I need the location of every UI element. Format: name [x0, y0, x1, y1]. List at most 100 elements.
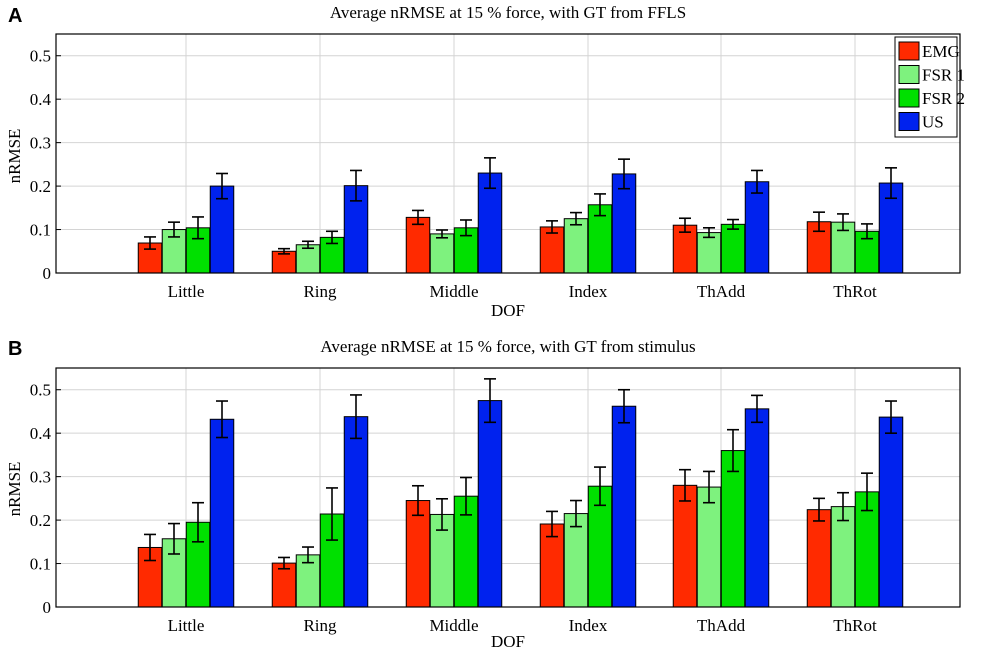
panel-b-errorbar-emg-ring — [278, 556, 290, 570]
panel-a-errorbar-fsr1-ring — [302, 240, 314, 250]
panel-a-ytick-label: 0.1 — [30, 221, 51, 240]
panel-a-legend-label: EMG — [922, 42, 960, 61]
panel-b-xtick-label: Little — [168, 616, 205, 635]
panel-a-ytick-label: 0.4 — [30, 90, 52, 109]
panel-a-xtick-label: ThAdd — [697, 282, 746, 301]
panel-b-bar-us-little — [209, 418, 235, 608]
panel-a-bar-fsr2-thadd — [720, 223, 746, 274]
panel-b-xtick-label: Ring — [303, 616, 337, 635]
panel-a-legend: EMG FSR 1 FSR 2 US — [894, 36, 965, 138]
panel-b-errorbar-fsr1-thadd — [703, 470, 715, 504]
panel-a-xtick-label: Ring — [303, 282, 337, 301]
panel-a-errorbar-fsr1-little — [168, 221, 180, 238]
panel-b-errorbar-us-thadd — [751, 394, 763, 424]
panel-b-bars — [137, 378, 904, 608]
panel-a-errorbar-fsr2-little — [192, 216, 204, 240]
panel-b-bar-emg-ring — [271, 562, 297, 608]
panel-a-bar-emg-middle — [405, 216, 431, 274]
panel-a-title: Average nRMSE at 15 % force, with GT fro… — [330, 3, 686, 22]
panel-a-yticks: 0 0.1 0.2 0.3 0.4 0.5 — [30, 47, 61, 283]
panel-b-xtick-label: ThRot — [833, 616, 877, 635]
panel-a-errorbar-emg-thadd — [679, 217, 691, 233]
panel-b-errorbar-emg-little — [144, 533, 156, 562]
panel-b-bar-emg-throt — [806, 509, 832, 608]
panel-b-bar-fsr2-thadd — [720, 450, 746, 608]
panel-a-bar-fsr1-thadd — [696, 232, 722, 274]
panel-b-errorbar-fsr2-little — [192, 501, 204, 543]
panel-b-errorbar-emg-throt — [813, 497, 825, 522]
panel-b-errorbar-us-ring — [350, 394, 362, 440]
panel-a-bar-emg-index — [539, 226, 565, 274]
panel-b-xtick-label: Index — [569, 616, 608, 635]
panel-a-xtick-label: Little — [168, 282, 205, 301]
panel-a-errorbar-emg-middle — [412, 209, 424, 226]
panel-b-ylabel: nRMSE — [5, 462, 24, 517]
panel-a-errorbar-fsr1-throt — [837, 213, 849, 232]
panel-a-xticks: Little Ring Middle Index ThAdd ThRot — [168, 268, 877, 301]
panel-a-legend-swatch-1 — [898, 65, 920, 84]
panel-b-bar-fsr1-thadd — [696, 486, 722, 608]
panel-b-bar-us-thadd — [744, 408, 770, 608]
panel-b-errorbar-fsr2-thadd — [727, 428, 739, 473]
panel-b-errorbar-us-middle — [484, 378, 496, 424]
panel-a-errorbar-emg-ring — [278, 247, 290, 255]
panel-a-xtick-label: Index — [569, 282, 608, 301]
panel-b-errorbar-emg-thadd — [679, 468, 691, 502]
panel-b-errorbar-fsr1-index — [570, 499, 582, 528]
panel-a-errorbar-us-index — [618, 158, 630, 190]
panel-a-ytick-label: 0.5 — [30, 47, 51, 66]
panel-b-title: Average nRMSE at 15 % force, with GT fro… — [320, 337, 695, 356]
panel-b: B Average nRMSE at 15 % force, with GT f… — [5, 337, 961, 651]
panel-b-axes-frame — [55, 367, 961, 608]
panel-a-xtick-label: ThRot — [833, 282, 877, 301]
panel-a-xlabel: DOF — [491, 301, 525, 320]
panel-a-errorbar-us-middle — [484, 157, 496, 190]
panel-a-errorbar-us-ring — [350, 169, 362, 202]
panel-a-axes-frame — [55, 33, 961, 274]
panel-b-errorbar-fsr2-throt — [861, 472, 873, 512]
panel-b-ytick-label: 0.4 — [30, 424, 52, 443]
panel-a-errorbar-fsr1-thadd — [703, 227, 715, 239]
panel-a-errorbar-fsr2-throt — [861, 223, 873, 240]
panel-a-bar-fsr1-index — [563, 218, 589, 274]
panel-a-errorbar-emg-index — [546, 220, 558, 234]
panel-a-errorbar-emg-throt — [813, 211, 825, 233]
panel-a-errorbar-emg-little — [144, 236, 156, 250]
panel-a-errorbar-fsr2-ring — [326, 230, 338, 245]
panel-a-legend-label: US — [922, 113, 944, 132]
panel-b-xticks: Little Ring Middle Index ThAdd ThRot — [168, 602, 877, 635]
panel-a-legend-label: FSR 1 — [922, 66, 965, 85]
panel-a-ytick-label: 0.2 — [30, 177, 51, 196]
panel-a-xtick-label: Middle — [429, 282, 478, 301]
panel-b-errorbar-us-little — [216, 400, 228, 439]
panel-a: A Average nRMSE at 15 % force, with GT f… — [5, 3, 965, 320]
panel-a-legend-swatch-2 — [898, 88, 920, 108]
panel-a-bar-fsr1-middle — [429, 233, 455, 274]
panel-b-bar-fsr1-index — [563, 513, 589, 608]
panel-a-ylabel: nRMSE — [5, 129, 24, 184]
panel-b-yticks: 0 0.1 0.2 0.3 0.4 0.5 — [30, 381, 61, 617]
panel-b-errorbar-us-throt — [885, 400, 897, 434]
panel-b-errorbar-fsr2-ring — [326, 487, 338, 541]
panel-b-letter: B — [8, 338, 22, 360]
panel-b-errorbar-us-index — [618, 388, 630, 424]
panel-b-errorbar-fsr1-ring — [302, 546, 314, 564]
panel-a-errorbar-fsr2-index — [594, 193, 606, 217]
panel-b-bar-fsr1-throt — [830, 506, 856, 608]
panel-a-errorbar-us-little — [216, 172, 228, 200]
panel-a-legend-swatch-3 — [898, 112, 920, 131]
panel-a-bars — [137, 157, 904, 274]
panel-b-errorbar-fsr1-throt — [837, 491, 849, 522]
panel-a-ytick-label: 0.3 — [30, 134, 51, 153]
panel-b-xtick-label: Middle — [429, 616, 478, 635]
panel-a-legend-swatch-0 — [898, 41, 920, 61]
panel-a-errorbar-us-thadd — [751, 169, 763, 194]
panel-b-errorbar-fsr1-little — [168, 522, 180, 555]
panel-b-bar-emg-middle — [405, 500, 431, 608]
panel-b-ytick-label: 0.3 — [30, 468, 51, 487]
panel-a-errorbar-fsr1-middle — [436, 229, 448, 239]
panel-a-errorbar-fsr2-thadd — [727, 218, 739, 230]
panel-b-bar-us-index — [611, 405, 637, 608]
panel-b-bar-us-ring — [343, 416, 369, 608]
